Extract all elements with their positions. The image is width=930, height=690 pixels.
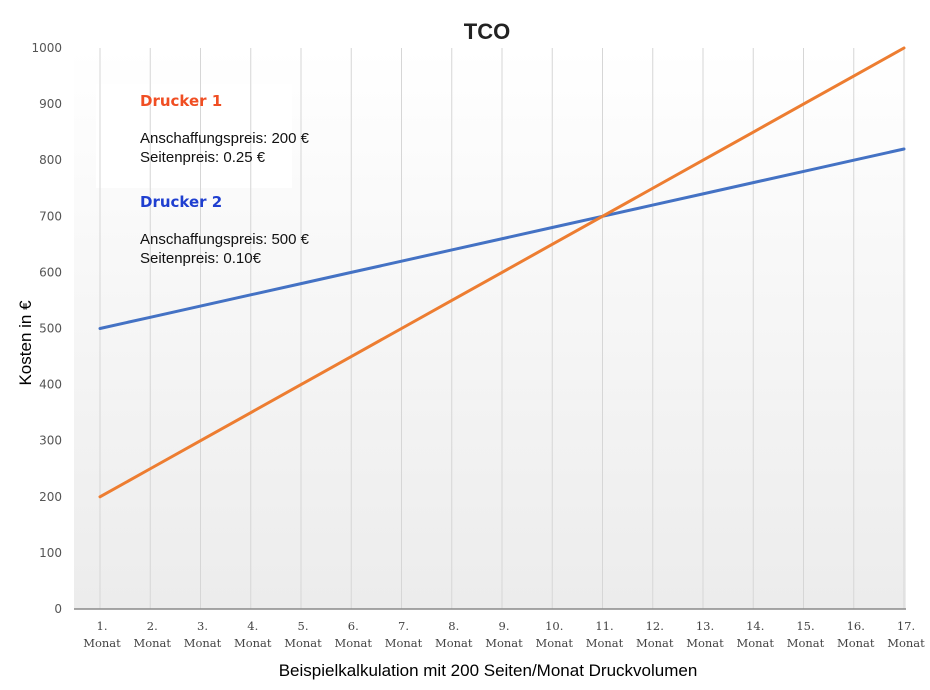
x-tick-label-month-15: 15. Monat bbox=[787, 619, 825, 650]
x-tick-label-month-16: 16. Monat bbox=[837, 619, 875, 650]
y-axis-title: Kosten in € bbox=[16, 300, 35, 386]
x-tick-label-month-7: 7. Monat bbox=[385, 619, 423, 650]
legend-heading-drucker-1: Drucker 1 bbox=[140, 92, 222, 110]
x-tick-label-month-11: 11. Monat bbox=[586, 619, 624, 650]
series-line-drucker-2 bbox=[98, 147, 906, 330]
legend-seitenpreis-drucker-1: Seitenpreis: 0.25 € bbox=[140, 149, 266, 166]
y-tick-label-100: 100 bbox=[39, 546, 62, 560]
y-tick-label-200: 200 bbox=[39, 490, 62, 504]
y-tick-label-500: 500 bbox=[39, 322, 62, 336]
series-line-drucker-1 bbox=[98, 46, 906, 499]
y-tick-label-300: 300 bbox=[39, 434, 62, 448]
x-tick-label-month-4: 4. Monat bbox=[234, 619, 272, 650]
legend-seitenpreis-drucker-2: Seitenpreis: 0.10€ bbox=[140, 250, 262, 267]
legend-heading-drucker-2: Drucker 2 bbox=[140, 193, 222, 211]
chart-title: TCO bbox=[464, 19, 510, 44]
x-tick-label-month-14: 14. Monat bbox=[736, 619, 774, 650]
legend-drucker-2: Drucker 2 Anschaffungspreis: 500 € Seite… bbox=[140, 193, 310, 267]
x-tick-label-month-12: 12. Monat bbox=[636, 619, 674, 650]
y-axis-ticks: 0 100 200 300 400 500 600 700 800 900 1000 bbox=[31, 41, 62, 616]
x-axis-ticks: 1. Monat 2. Monat 3. Monat 4. Monat 5. Monat 6. Mon… bbox=[83, 619, 925, 650]
y-tick-label-700: 700 bbox=[39, 209, 62, 223]
x-tick-label-month-6: 6. Monat bbox=[334, 619, 372, 650]
y-tick-label-800: 800 bbox=[39, 153, 62, 167]
y-tick-label-1000: 1000 bbox=[31, 41, 62, 55]
series-lines bbox=[98, 46, 906, 499]
x-axis-title: Beispielkalkulation mit 200 Seiten/Monat… bbox=[279, 661, 698, 680]
x-tick-label-month-8: 8. Monat bbox=[435, 619, 473, 650]
x-tick-label-month-1: 1. Monat bbox=[83, 619, 121, 650]
x-tick-label-month-9: 9. Monat bbox=[485, 619, 523, 650]
legend-anschaffungspreis-drucker-1: Anschaffungspreis: 200 € bbox=[140, 130, 310, 147]
x-tick-label-month-2: 2. Monat bbox=[133, 619, 171, 650]
x-tick-label-month-13: 13. Monat bbox=[686, 619, 724, 650]
x-tick-label-month-17: 17. Monat bbox=[887, 619, 925, 650]
y-tick-label-900: 900 bbox=[39, 97, 62, 111]
x-tick-label-month-10: 10. Monat bbox=[535, 619, 573, 650]
x-tick-label-month-5: 5. Monat bbox=[284, 619, 322, 650]
legend-background bbox=[96, 84, 292, 188]
y-tick-label-600: 600 bbox=[39, 265, 62, 279]
y-tick-label-400: 400 bbox=[39, 378, 62, 392]
x-tick-label-month-3: 3. Monat bbox=[184, 619, 222, 650]
legend-anschaffungspreis-drucker-2: Anschaffungspreis: 500 € bbox=[140, 231, 310, 248]
y-tick-label-0: 0 bbox=[54, 602, 62, 616]
legend-drucker-1: Drucker 1 Anschaffungspreis: 200 € Seite… bbox=[140, 92, 310, 166]
